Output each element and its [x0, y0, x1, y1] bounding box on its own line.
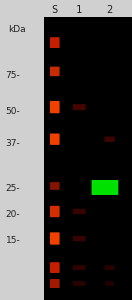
Bar — [0, 0, 132, 16]
FancyBboxPatch shape — [50, 101, 60, 113]
Text: 25-: 25- — [6, 184, 20, 193]
Text: 15-: 15- — [6, 236, 20, 245]
Text: 20-: 20- — [6, 210, 20, 219]
FancyBboxPatch shape — [50, 206, 60, 217]
Text: S: S — [52, 5, 58, 15]
FancyBboxPatch shape — [104, 136, 115, 142]
Bar — [0, 0, 44, 300]
FancyBboxPatch shape — [73, 281, 86, 286]
FancyBboxPatch shape — [50, 67, 60, 76]
FancyBboxPatch shape — [92, 180, 118, 195]
FancyBboxPatch shape — [73, 236, 86, 241]
Text: 37-: 37- — [6, 139, 20, 148]
FancyBboxPatch shape — [50, 182, 60, 190]
FancyBboxPatch shape — [50, 262, 60, 273]
FancyBboxPatch shape — [50, 232, 60, 245]
Text: kDa: kDa — [8, 26, 26, 34]
FancyBboxPatch shape — [104, 265, 115, 270]
Text: 50-: 50- — [6, 106, 20, 116]
Text: 75-: 75- — [6, 71, 20, 80]
Text: 2: 2 — [106, 5, 113, 15]
FancyBboxPatch shape — [105, 281, 114, 286]
FancyBboxPatch shape — [73, 265, 86, 270]
Text: 1: 1 — [76, 5, 82, 15]
FancyBboxPatch shape — [73, 209, 86, 214]
FancyBboxPatch shape — [50, 134, 60, 145]
FancyBboxPatch shape — [50, 37, 60, 48]
FancyBboxPatch shape — [73, 104, 86, 110]
FancyBboxPatch shape — [50, 279, 60, 288]
